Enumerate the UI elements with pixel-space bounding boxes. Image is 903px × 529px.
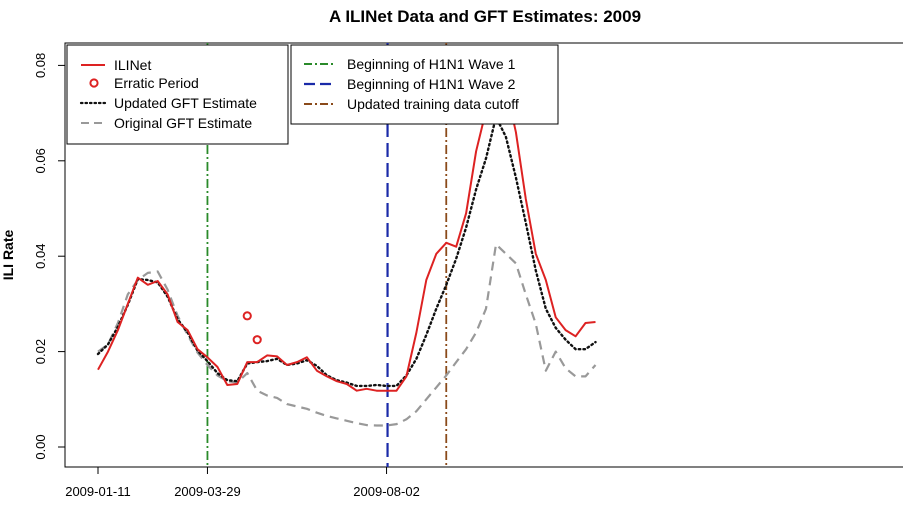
y-tick-label: 0.06 — [33, 148, 48, 173]
axes: 0.00 0.02 0.04 0.06 0.08 2009-01-11 2009-03-29… — [33, 53, 420, 499]
legend-label-updated-gft: Updated GFT Estimate — [114, 95, 257, 111]
x-tick-label: 2009-03-29 — [174, 484, 241, 499]
chart-title: A ILINet Data and GFT Estimates: 2009 — [329, 7, 641, 26]
x-tick-label: 2009-01-11 — [65, 484, 131, 499]
y-tick-label: 0.02 — [33, 339, 48, 364]
legend-label-original-gft: Original GFT Estimate — [114, 115, 252, 131]
y-tick-label: 0.08 — [33, 53, 48, 78]
plot-frame — [64, 42, 903, 468]
series-updated-gft-estimate — [96, 115, 597, 388]
erratic-points — [242, 311, 262, 345]
erratic-point — [252, 335, 262, 345]
legend-label-cutoff: Updated training data cutoff — [347, 96, 519, 112]
y-axis-label: ILI Rate — [0, 230, 16, 281]
legend-right: Beginning of H1N1 Wave 1 Beginning of H1… — [290, 44, 559, 125]
y-tick-label: 0.04 — [33, 244, 48, 269]
legend-label-erratic: Erratic Period — [114, 75, 199, 91]
legend-left: ILINet Erratic Period Updated GFT Estima… — [66, 44, 289, 145]
y-tick-label: 0.00 — [33, 434, 48, 459]
legend-left-box — [66, 44, 289, 145]
legend-label-wave1: Beginning of H1N1 Wave 1 — [347, 56, 516, 72]
erratic-point — [242, 311, 252, 321]
series-original-gft-estimate — [97, 243, 597, 427]
legend-label-wave2: Beginning of H1N1 Wave 2 — [347, 76, 516, 92]
legend-label-ilinet: ILINet — [114, 57, 151, 73]
legend-right-box — [290, 44, 559, 125]
legend-key-erratic — [89, 78, 99, 88]
x-tick-label: 2009-08-02 — [353, 484, 420, 499]
